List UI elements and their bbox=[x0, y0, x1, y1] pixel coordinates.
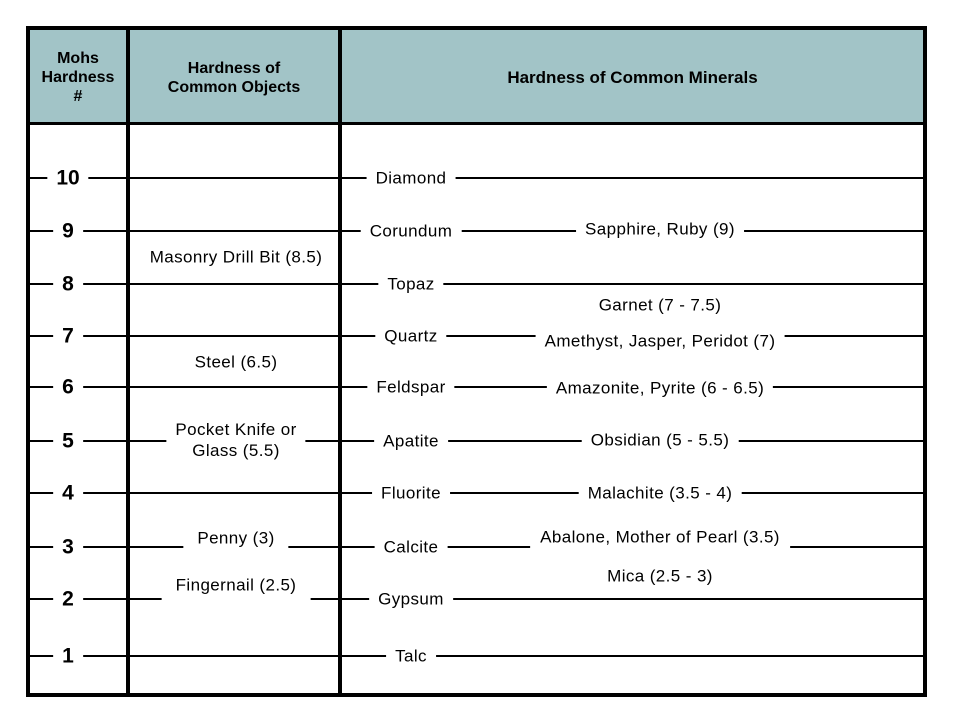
hardness-line-9 bbox=[30, 230, 923, 232]
object-pocket-knife-glass: Pocket Knife or Glass (5.5) bbox=[166, 417, 306, 463]
variety-malachite: Malachite (3.5 - 4) bbox=[578, 480, 742, 506]
header-mohs-hardness-number: Mohs Hardness # bbox=[41, 50, 115, 105]
header-common-minerals: Hardness of Common Minerals bbox=[507, 68, 758, 87]
object-masonry-drill-bit: Masonry Drill Bit (8.5) bbox=[140, 244, 332, 270]
header-row bbox=[30, 30, 923, 125]
object-penny: Penny (3) bbox=[183, 521, 289, 555]
scale-number-7: 7 bbox=[53, 325, 83, 347]
scale-number-6: 6 bbox=[53, 376, 83, 398]
mineral-gypsum: Gypsum bbox=[369, 586, 453, 612]
hardness-line-8 bbox=[30, 283, 923, 285]
hardness-line-7 bbox=[30, 335, 923, 337]
mineral-calcite: Calcite bbox=[374, 534, 448, 560]
scale-number-10: 10 bbox=[47, 167, 89, 189]
hardness-line-6 bbox=[30, 386, 923, 388]
hardness-line-1 bbox=[30, 655, 923, 657]
mineral-topaz: Topaz bbox=[378, 271, 444, 297]
variety-amazonite-pyrite: Amazonite, Pyrite (6 - 6.5) bbox=[546, 375, 774, 401]
object-steel: Steel (6.5) bbox=[185, 349, 287, 375]
hardness-line-2 bbox=[30, 598, 923, 600]
column-divider-2 bbox=[338, 30, 342, 693]
hardness-line-5 bbox=[30, 440, 923, 442]
variety-garnet: Garnet (7 - 7.5) bbox=[589, 292, 731, 318]
mineral-corundum: Corundum bbox=[360, 218, 462, 244]
scale-number-8: 8 bbox=[53, 273, 83, 295]
column-divider-1 bbox=[126, 30, 130, 693]
mineral-diamond: Diamond bbox=[366, 165, 456, 191]
variety-abalone-mother-of-pearl: Abalone, Mother of Pearl (3.5) bbox=[530, 522, 790, 552]
mineral-feldspar: Feldspar bbox=[367, 374, 455, 400]
variety-obsidian: Obsidian (5 - 5.5) bbox=[581, 427, 739, 453]
mineral-quartz: Quartz bbox=[375, 323, 447, 349]
variety-mica: Mica (2.5 - 3) bbox=[598, 563, 722, 589]
scale-number-9: 9 bbox=[53, 220, 83, 242]
scale-number-5: 5 bbox=[53, 430, 83, 452]
scale-number-1: 1 bbox=[53, 645, 83, 667]
object-fingernail: Fingernail (2.5) bbox=[161, 567, 311, 603]
scale-number-2: 2 bbox=[53, 588, 83, 610]
variety-sapphire-ruby: Sapphire, Ruby (9) bbox=[576, 216, 744, 242]
scale-number-3: 3 bbox=[53, 536, 83, 558]
hardness-line-3 bbox=[30, 546, 923, 548]
hardness-line-10 bbox=[30, 177, 923, 179]
mineral-fluorite: Fluorite bbox=[372, 480, 450, 506]
mineral-apatite: Apatite bbox=[374, 428, 448, 454]
variety-amethyst-jasper-peridot: Amethyst, Jasper, Peridot (7) bbox=[535, 328, 785, 354]
header-common-objects: Hardness of Common Objects bbox=[167, 59, 301, 96]
hardness-line-4 bbox=[30, 492, 923, 494]
scale-number-4: 4 bbox=[53, 482, 83, 504]
mineral-talc: Talc bbox=[386, 643, 436, 669]
